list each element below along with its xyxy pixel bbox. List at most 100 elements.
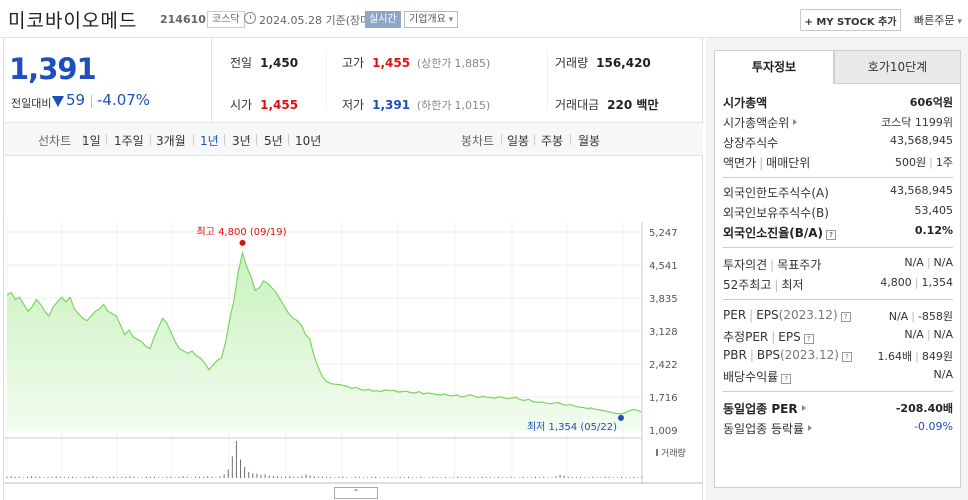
quote-date: 2024.05.28 기준(장마감) [259,14,385,27]
help-icon[interactable]: ? [781,374,792,384]
shares-value: 43,568,945 [890,134,953,147]
add-my-stock-button[interactable]: + MY STOCK 추가 [800,9,901,31]
info-tabs: 투자정보 호가10단계 [714,50,961,84]
divider [501,134,502,145]
arrow-right-icon [808,425,813,431]
price-chart[interactable]: 5,2474,5413,8353,1282,4221,7161,00905/30… [4,156,703,486]
tab-investment-info[interactable]: 투자정보 [714,50,834,84]
company-overview-dropdown[interactable]: 기업개요 [404,11,459,28]
prev-value: 1,450 [260,56,299,70]
market-badge: 코스닥 [207,11,245,28]
clock-icon [244,12,256,24]
quick-order-dropdown[interactable]: 빠른주문 [914,12,962,28]
quote-panel: 1,391 전일대비 59 -4.07% 전일 1,450 고가 1,455 (상한… [3,38,703,500]
est-per-value: N/A [904,328,924,341]
help-icon[interactable]: ? [826,230,837,240]
quote-low: 저가 1,391 (하한가 1,015) [342,96,490,113]
upper-limit-value: 1,885) [454,57,491,70]
high-value: 1,455 [372,56,411,70]
info-row-pbr: PBR | BPS(2023.12)? 1.64배 | 849원 [723,348,953,363]
info-row-foreign-hold: 외국인보유주식수(B) 53,405 [723,204,953,222]
period-tab-1d[interactable]: 1일 [82,134,101,148]
divider [534,134,535,145]
amount-label: 거래대금 [555,98,600,112]
est-eps-label: EPS [778,330,801,344]
high-label: 고가 [342,56,365,70]
quote-prev: 전일 1,450 [230,54,298,71]
info-row-est-per: 추정PER | EPS? N/A | N/A [723,328,953,344]
sector-rate-link[interactable]: 동일업종 등락률 [723,420,813,437]
divider [256,134,257,145]
sector-per-label: 동일업종 PER [723,402,798,416]
sector-rate-label: 동일업종 등락률 [723,422,805,436]
help-icon[interactable]: ? [840,312,851,322]
divider [547,50,548,110]
divider [106,134,107,145]
max-marker [239,239,246,246]
eps-year: (2023.12) [778,308,838,322]
foreign-limit-label: 외국인한도주식수(A) [723,186,829,200]
target-value: N/A [933,256,953,269]
change-rate: -4.07% [97,91,151,109]
pbr-value: 1.64배 [877,350,913,363]
arrow-right-icon [801,405,806,411]
quote-volume: 거래량 156,420 [555,54,651,71]
par-value: 500원 [895,156,927,169]
candle-tab-monthly[interactable]: 월봉 [578,134,601,148]
y-tick-label: 3,835 [649,294,678,305]
divider [288,134,289,145]
divider [570,134,571,145]
low-value: 1,391 [372,98,411,112]
candle-tab-weekly[interactable]: 주봉 [541,134,564,148]
price-area [7,252,642,430]
bps-year: (2023.12) [779,348,839,362]
stock-name: 미코바이오메드 [8,10,138,32]
divider [83,134,84,145]
period-tab-3y[interactable]: 3년 [232,134,251,148]
w52-low-value: 1,354 [921,276,954,289]
realtime-button[interactable]: 실시간 [365,11,401,28]
divider [723,391,953,392]
y-tick-label: 2,422 [649,360,678,371]
period-tab-1y[interactable]: 1년 [200,134,219,148]
par-label: 액면가 [723,156,757,170]
open-label: 시가 [230,98,253,112]
y-tick-label: 4,541 [649,261,678,272]
mcap-rank-label: 시가총액순위 [723,116,790,130]
per-value: N/A [888,310,909,323]
quote-amount: 거래대금 220 백만 [555,96,658,113]
candle-tab-daily[interactable]: 일봉 [507,134,530,148]
current-price: 1,391 [9,52,97,86]
volume-label: 거래량 [555,56,589,70]
tab-order-book[interactable]: 호가10단계 [834,50,961,84]
mcap-rank-link[interactable]: 시가총액순위 [723,114,798,131]
volume-value: 156,420 [596,56,651,70]
dividend-value: N/A [933,368,953,381]
unit-value: 1주 [935,156,953,169]
stock-code: 214610 [160,13,206,26]
period-tab-3m[interactable]: 3개월 [156,134,186,148]
y-tick-label: 3,128 [649,327,678,338]
chart-scroll-handle[interactable]: ⌃ [334,487,378,499]
est-per-label: 추정PER [723,330,769,344]
period-tab-10y[interactable]: 10년 [295,134,322,148]
candle-chart-label: 봉차트 [461,134,495,148]
help-icon[interactable]: ? [841,352,852,362]
period-tab-5y[interactable]: 5년 [264,134,283,148]
info-row-par: 액면가 | 매매단위 500원 | 1주 [723,156,953,170]
help-icon[interactable]: ? [803,334,814,344]
w52-high-label: 52주최고 [723,278,772,292]
foreign-hold-value: 53,405 [914,204,954,217]
divider [91,95,92,108]
divider [193,134,194,145]
info-row-mcap: 시가총액 606억원 [723,94,953,112]
sector-per-link[interactable]: 동일업종 PER [723,400,806,417]
y-tick-label: 5,247 [649,228,678,239]
opinion-label: 투자의견 [723,258,768,272]
foreign-ratio-value: 0.12% [914,224,953,237]
volume-legend-icon [656,449,658,456]
period-tab-1w[interactable]: 1주일 [114,134,144,148]
info-row-foreign-limit: 외국인한도주식수(A) 43,568,945 [723,184,953,202]
info-row-sector-rate: 동일업종 등락률 -0.09% [723,420,953,438]
bps-label: BPS [756,348,780,362]
